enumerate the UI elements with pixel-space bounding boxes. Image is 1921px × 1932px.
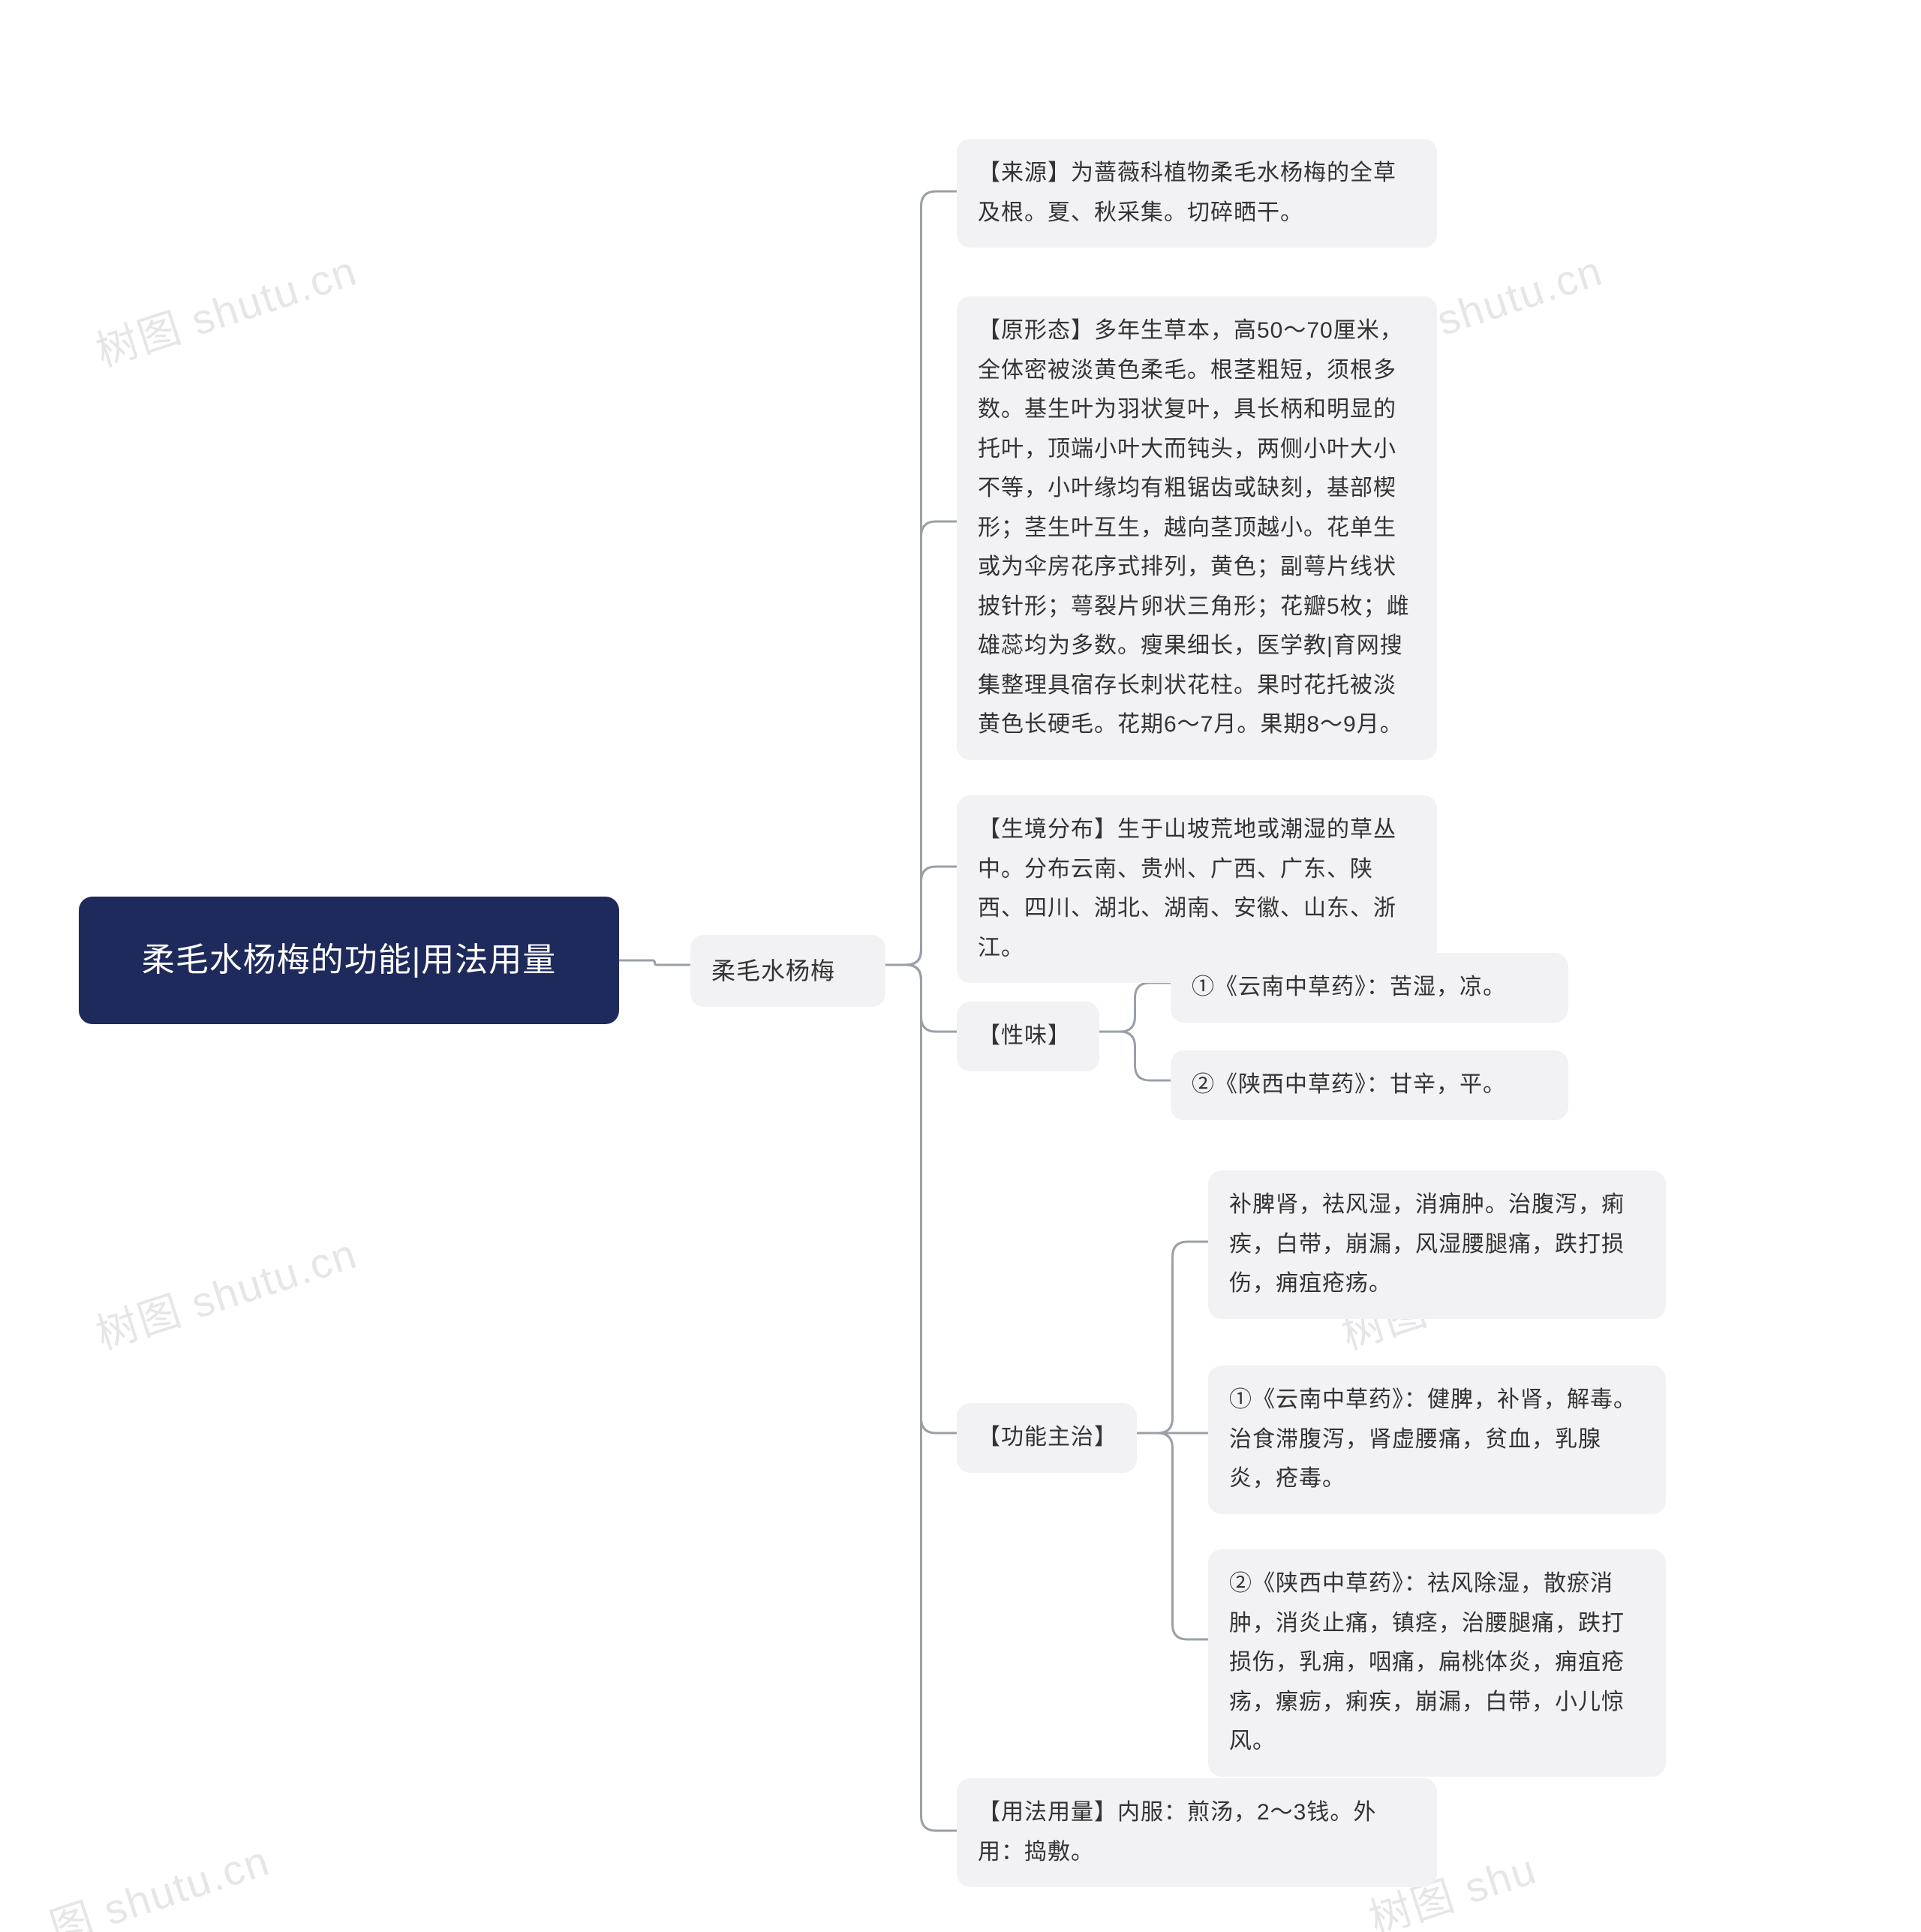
watermark: 图 shutu.cn: [41, 1827, 276, 1932]
leaf-function-3[interactable]: ②《陕西中草药》：祛风除湿，散瘀消肿，消炎止痛，镇痉，治腰腿痛，跌打损伤，乳痈，…: [1208, 1549, 1666, 1777]
connector: [885, 965, 957, 1433]
watermark: 树图 shutu.cn: [87, 237, 364, 379]
watermark: 树图 shutu.cn: [87, 1220, 364, 1362]
leaf-taste[interactable]: 【性味】: [957, 1002, 1099, 1071]
connector: [885, 965, 957, 1831]
connector: [619, 960, 690, 965]
leaf-function-1[interactable]: 补脾肾，祛风湿，消痈肿。治腹泻，痢疾，白带，崩漏，风湿腰腿痛，跌打损伤，痈疽疮疡…: [1208, 1170, 1666, 1319]
leaf-usage[interactable]: 【用法用量】内服：煎汤，2～3钱。外用：捣敷。: [957, 1778, 1437, 1887]
connector: [885, 191, 957, 965]
branch-node[interactable]: 柔毛水杨梅: [690, 935, 885, 1007]
connector: [1137, 1433, 1208, 1639]
connector: [885, 965, 957, 1032]
connector: [1099, 983, 1171, 1032]
connector: [1099, 1032, 1171, 1080]
leaf-taste-1[interactable]: ①《云南中草药》：苦湿，凉。: [1171, 953, 1568, 1023]
leaf-source[interactable]: 【来源】为蔷薇科植物柔毛水杨梅的全草及根。夏、秋采集。切碎晒干。: [957, 139, 1437, 248]
connector: [885, 521, 957, 965]
leaf-taste-2[interactable]: ②《陕西中草药》：甘辛，平。: [1171, 1050, 1568, 1120]
leaf-function-2[interactable]: ①《云南中草药》：健脾，补肾，解毒。治食滞腹泻，肾虚腰痛，贫血，乳腺炎，疮毒。: [1208, 1366, 1666, 1514]
leaf-morphology[interactable]: 【原形态】多年生草本，高50～70厘米，全体密被淡黄色柔毛。根茎粗短，须根多数。…: [957, 296, 1437, 760]
root-node[interactable]: 柔毛水杨梅的功能|用法用量: [79, 897, 619, 1024]
mindmap-canvas: 树图 shutu.cn 树图 shutu.cn 树图 shutu.cn 树图 s…: [0, 0, 1921, 1932]
connector: [1137, 1242, 1208, 1433]
leaf-function[interactable]: 【功能主治】: [957, 1403, 1137, 1473]
connector: [885, 867, 957, 965]
